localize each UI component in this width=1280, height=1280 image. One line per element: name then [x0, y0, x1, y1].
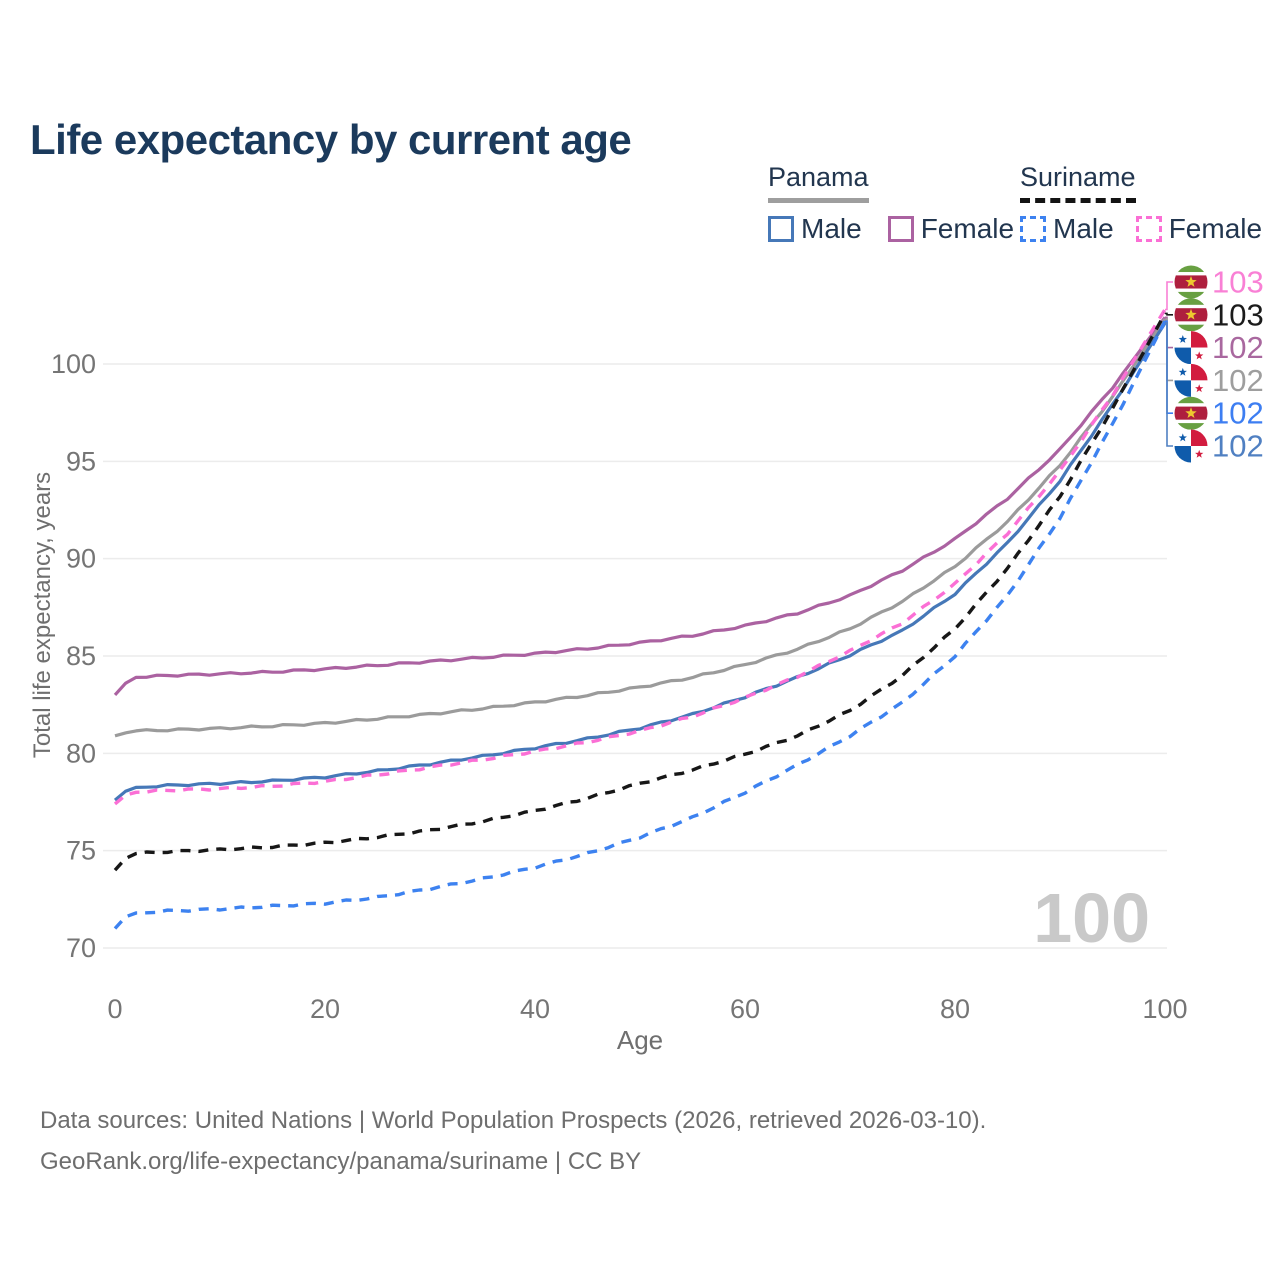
legend-group-panama: Panama Male Female [768, 162, 1014, 245]
end-value-label-suriname_female: 103 [1212, 265, 1264, 300]
x-tick-label: 20 [310, 994, 340, 1024]
y-tick-label: 70 [66, 933, 96, 963]
panama-male-swatch-icon [768, 216, 794, 242]
leader-line-suriname_total [1165, 312, 1173, 316]
y-tick-label: 80 [66, 738, 96, 768]
panama-female-swatch-icon [887, 216, 914, 242]
end-value-label-suriname_total: 103 [1212, 297, 1264, 332]
legend-country-panama[interactable]: Panama [768, 162, 869, 203]
panama-flag-icon [1174, 331, 1208, 365]
end-value-label-suriname_male: 102 [1212, 396, 1264, 431]
suriname-flag-icon [1174, 265, 1208, 299]
panama-flag-icon [1174, 429, 1208, 463]
y-tick-label: 85 [66, 641, 96, 671]
legend-item-label: Male [1053, 213, 1114, 244]
legend-item-label: Female [920, 213, 1015, 244]
age-watermark: 100 [1033, 879, 1150, 957]
legend-item-label: Male [801, 213, 862, 244]
axis-layer: 70 75 80 85 90 95 100 0 20 40 60 80 100 Age Total life… [29, 349, 1188, 1055]
y-tick-label: 100 [51, 349, 96, 379]
page-title: Life expectancy by current age [30, 116, 632, 164]
y-tick-label: 75 [66, 836, 96, 866]
leader-line-suriname_female [1165, 281, 1173, 311]
leader-line-panama_male [1165, 322, 1173, 447]
suriname-flag-icon [1174, 396, 1208, 430]
y-axis-title: Total life expectancy, years [29, 472, 56, 758]
end-value-label-panama_male: 102 [1212, 429, 1264, 464]
series-line-suriname_male[interactable] [113, 320, 1167, 930]
y-tick-label: 90 [66, 544, 96, 574]
x-tick-label: 60 [730, 994, 760, 1024]
x-tick-label: 0 [107, 994, 122, 1024]
x-tick-label: 40 [520, 994, 550, 1024]
grid-layer [103, 363, 1167, 949]
panama-flag-icon [1174, 363, 1208, 397]
x-tick-label: 80 [940, 994, 970, 1024]
series-line-panama_total[interactable] [114, 318, 1167, 738]
legend-item-suriname-female[interactable]: Female [1135, 213, 1263, 245]
suriname-female-swatch-icon [1135, 216, 1162, 242]
series-line-suriname_female[interactable] [113, 308, 1167, 806]
end-value-label-panama_female: 102 [1212, 330, 1264, 365]
legend-item-suriname-male[interactable]: Male [1020, 213, 1114, 245]
footer-attribution: GeoRank.org/life-expectancy/panama/surin… [40, 1148, 642, 1175]
series-layer [113, 308, 1167, 930]
legend-group-suriname: Suriname Male Female [1020, 162, 1262, 245]
series-line-suriname_total[interactable] [113, 312, 1167, 872]
x-tick-label: 100 [1142, 994, 1187, 1024]
suriname-flag-icon [1174, 298, 1208, 332]
footer-data-sources: Data sources: United Nations | World Pop… [40, 1107, 987, 1134]
y-tick-label: 95 [66, 446, 96, 476]
series-line-panama_female[interactable] [113, 316, 1167, 696]
suriname-male-swatch-icon [1020, 216, 1046, 242]
series-line-panama_male[interactable] [113, 322, 1167, 802]
legend-country-suriname[interactable]: Suriname [1020, 162, 1136, 203]
legend-item-panama-female[interactable]: Female [887, 213, 1015, 245]
x-axis-title: Age [617, 1025, 663, 1055]
end-value-label-panama_total: 102 [1212, 363, 1264, 398]
legend-item-panama-male[interactable]: Male [768, 213, 862, 245]
legend-item-label: Female [1168, 213, 1263, 244]
